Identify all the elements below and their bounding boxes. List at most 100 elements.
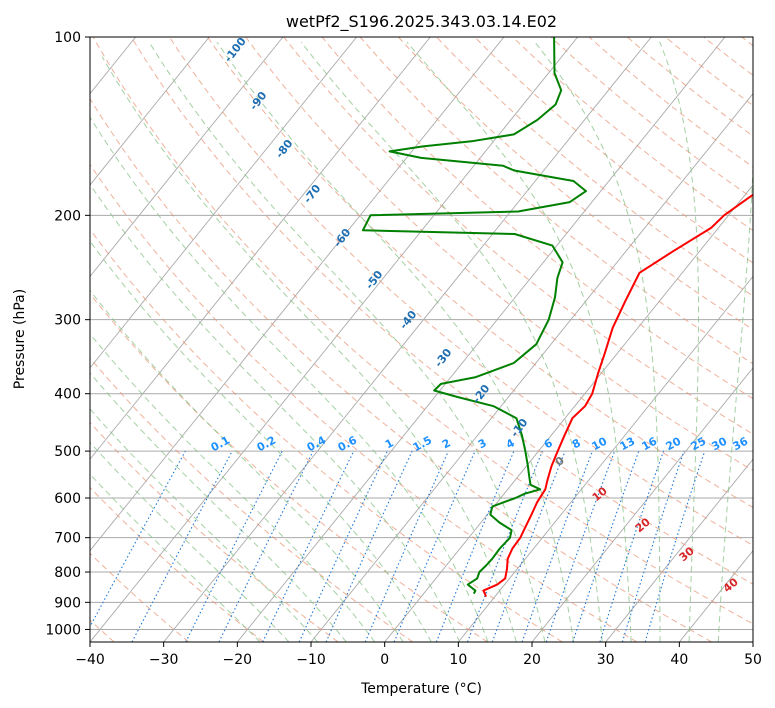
isotherm-line — [90, 37, 431, 460]
dry-adiabat-label: -10 — [508, 416, 531, 440]
y-tick-label: 400 — [54, 387, 81, 403]
moist-adiabat-line — [90, 333, 376, 642]
dry-adiabat-line — [90, 163, 638, 642]
dewpoint-line — [361, 37, 587, 595]
chart-title: wetPf2_S196.2025.343.03.14.E02 — [286, 12, 557, 32]
moist-adiabat-label: 30 — [677, 544, 697, 564]
moist-adiabat-line — [101, 56, 517, 642]
mixing-ratio-line — [572, 450, 640, 642]
dry-adiabat-line — [703, 37, 753, 76]
dry-adiabat-line — [550, 37, 753, 200]
dry-adiabat-line — [321, 37, 753, 400]
mixing-ratio-label: 6 — [542, 436, 555, 451]
moist-adiabat-label: 0 — [553, 454, 567, 469]
moist-adiabat-line — [300, 41, 603, 642]
y-tick-label: 100 — [54, 30, 81, 46]
isotherm-line — [163, 37, 652, 642]
dry-adiabat-line — [512, 37, 753, 232]
mixing-ratio-line — [393, 450, 476, 642]
moist-adiabat-line — [659, 41, 699, 642]
mixing-ratio-label: 8 — [570, 436, 583, 451]
isotherm-line — [384, 184, 753, 642]
dry-adiabat-line — [436, 37, 753, 297]
mixing-ratio-line — [298, 450, 388, 642]
isotherm-line — [236, 37, 726, 642]
moist-adiabat-line — [90, 441, 290, 642]
mixing-ratio-label: 2 — [440, 436, 453, 451]
x-tick-label: 40 — [670, 652, 688, 668]
moist-adiabat-line — [717, 42, 753, 642]
dry-adiabat-label: -80 — [273, 137, 296, 161]
mixing-ratio-label: 16 — [640, 434, 660, 453]
x-tick-label: 30 — [597, 652, 615, 668]
x-tick-label: 20 — [523, 652, 541, 668]
x-tick-label: −30 — [149, 652, 179, 668]
moist-adiabat-line — [216, 41, 575, 642]
moist-adiabat-line — [148, 41, 546, 642]
y-tick-label: 900 — [54, 595, 81, 611]
isotherm-line — [457, 275, 753, 642]
dry-adiabat-line — [90, 97, 712, 642]
moist-adiabat-line — [90, 408, 319, 642]
moist-adiabat-line — [90, 116, 489, 642]
dry-adiabat-line — [474, 37, 753, 264]
mixing-ratio-line — [218, 450, 314, 642]
x-tick-label: −20 — [223, 652, 253, 668]
mixing-ratio-line — [90, 450, 186, 628]
dry-adiabat-line — [92, 37, 753, 625]
mixing-ratio-line — [599, 450, 665, 642]
moist-adiabat-line — [90, 289, 404, 642]
dry-adiabat-line — [90, 228, 563, 642]
y-tick-label: 300 — [54, 313, 81, 329]
y-tick-label: 1000 — [45, 622, 81, 638]
x-tick-label: 50 — [744, 652, 762, 668]
x-tick-label: 10 — [449, 652, 467, 668]
y-tick-label: 200 — [54, 208, 81, 224]
mixing-ratio-label: 3 — [476, 436, 489, 451]
x-axis-label: Temperature (°C) — [360, 681, 482, 697]
mixing-ratio-label: 1 — [383, 436, 396, 451]
mixing-ratio-label: 10 — [590, 434, 610, 453]
dry-adiabat-line — [245, 37, 753, 472]
mixing-ratio-line — [185, 450, 283, 642]
dry-adiabat-label: -100 — [222, 35, 249, 65]
mixing-ratio-line — [364, 450, 449, 642]
y-tick-label: 800 — [54, 565, 81, 581]
isotherm-line — [0, 37, 62, 642]
moist-adiabat-line — [90, 183, 461, 642]
isotherm-line — [90, 37, 284, 278]
dry-adiabat-line — [90, 421, 339, 642]
x-tick-label: 0 — [380, 652, 389, 668]
dry-adiabat-line — [741, 37, 753, 47]
y-tick-label: 600 — [54, 491, 81, 507]
isotherm-line — [605, 458, 753, 642]
mixing-ratio-label: 20 — [664, 434, 684, 453]
dry-adiabat-label: -90 — [247, 89, 270, 113]
mixing-ratio-label: 30 — [710, 434, 730, 453]
y-tick-label: 700 — [54, 531, 81, 547]
x-tick-label: −10 — [296, 652, 326, 668]
isotherm-line — [90, 37, 505, 552]
mixing-ratio-line — [262, 450, 355, 642]
dry-adiabat-label: -50 — [363, 268, 386, 292]
moist-adiabat-line — [534, 41, 661, 642]
y-axis-label: Pressure (hPa) — [12, 289, 28, 389]
isotherm-line — [531, 367, 753, 642]
dry-adiabat-line — [359, 37, 753, 365]
mixing-ratio-line — [521, 450, 594, 642]
dry-adiabat-line — [168, 37, 753, 547]
dry-adiabat-line — [207, 37, 753, 509]
mixing-ratio-line — [545, 450, 616, 642]
dry-adiabat-label: -70 — [301, 182, 324, 206]
mixing-ratio-label: 13 — [618, 435, 638, 454]
dry-adiabat-line — [588, 37, 753, 168]
dry-adiabat-label: -30 — [432, 346, 455, 370]
dry-adiabat-line — [398, 37, 753, 331]
dry-adiabat-line — [90, 292, 488, 642]
moist-adiabat-line — [90, 240, 432, 642]
mixing-ratio-label: 36 — [731, 434, 751, 453]
moist-adiabat-label: 40 — [721, 575, 741, 595]
temperature-line — [482, 193, 753, 597]
mixing-ratio-line — [466, 450, 543, 642]
